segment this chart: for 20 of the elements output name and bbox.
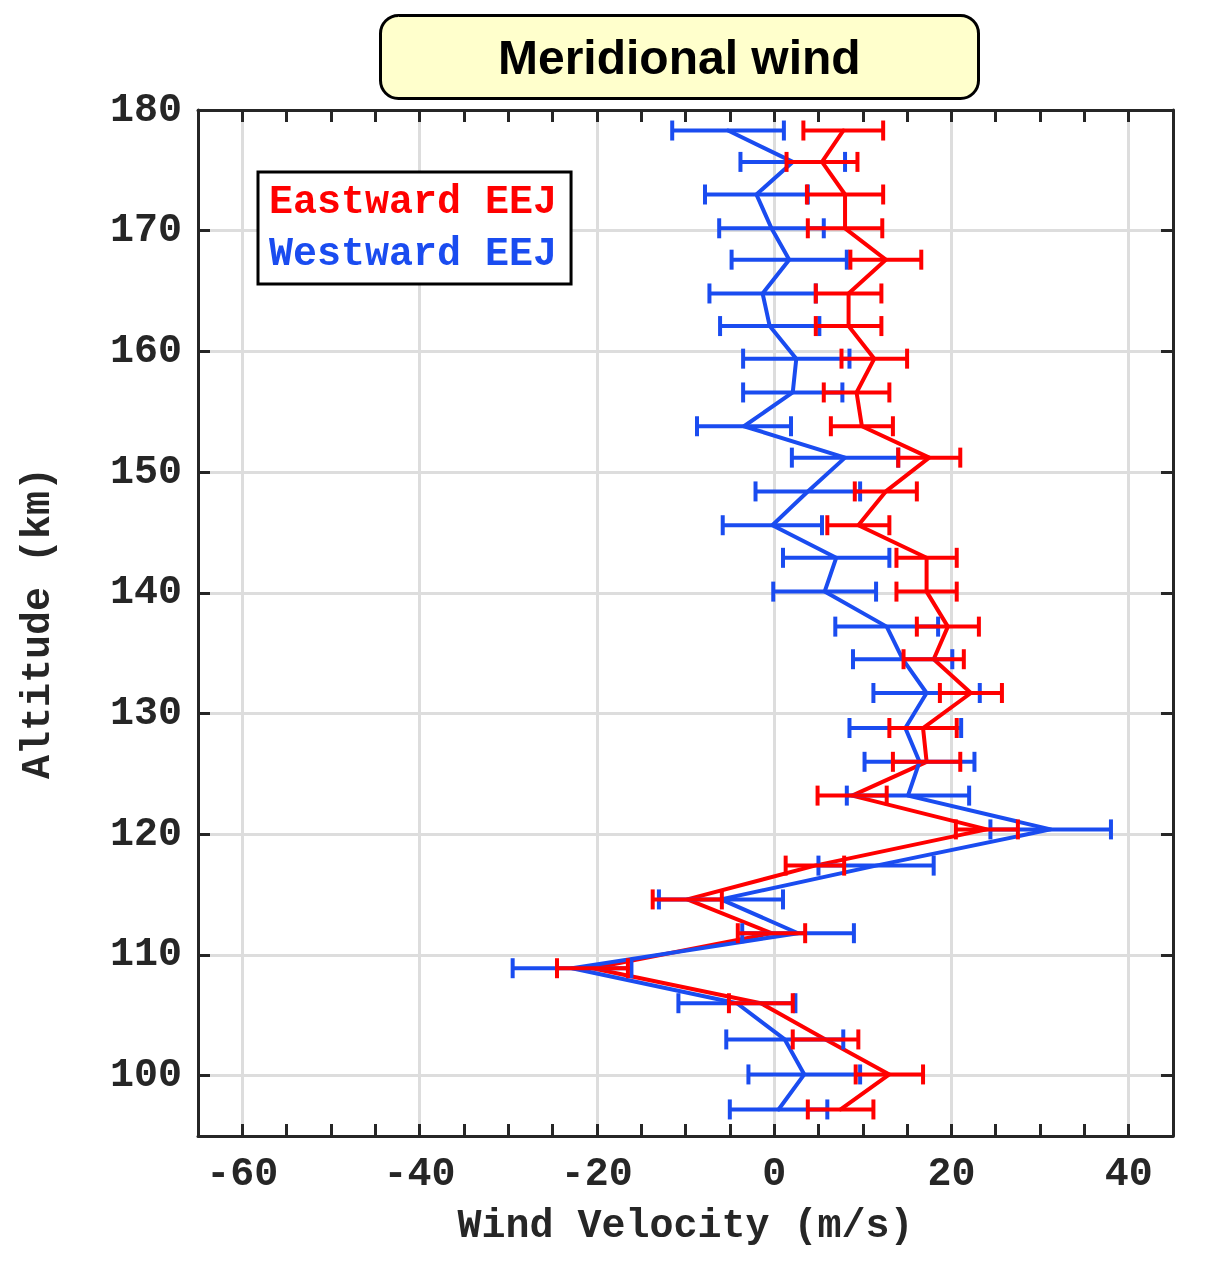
x-axis-title: Wind Velocity (m/s) [457, 1203, 914, 1249]
x-tick-label: -40 [383, 1151, 456, 1197]
y-tick-label: 130 [109, 691, 182, 737]
text: Westward EEJ [269, 231, 558, 277]
y-tick-label: 150 [109, 449, 182, 495]
y-tick-label: 180 [109, 87, 182, 133]
chart-title: Meridional wind [498, 30, 861, 84]
x-tick-label: 0 [762, 1151, 787, 1197]
y-tick-label: 100 [109, 1053, 182, 1099]
y-tick-label: 140 [109, 570, 182, 616]
y-tick-label: 110 [109, 932, 182, 978]
x-tick-label: -60 [206, 1151, 279, 1197]
y-tick-label: 160 [109, 328, 182, 374]
y-axis-title: Altitude (km) [15, 466, 61, 780]
x-tick-label: 20 [927, 1151, 976, 1197]
text: Eastward EEJ [269, 179, 558, 225]
x-tick-label: -20 [560, 1151, 633, 1197]
x-tick-label: 40 [1104, 1151, 1153, 1197]
y-tick-label: 120 [109, 811, 182, 857]
y-tick-label: 170 [109, 208, 182, 254]
